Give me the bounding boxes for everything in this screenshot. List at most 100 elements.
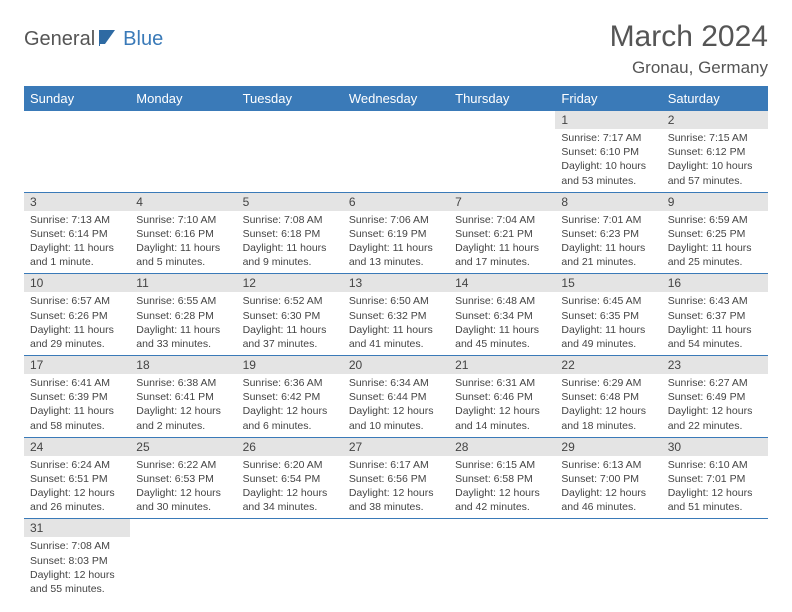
day-number: 24 [24, 438, 130, 456]
sunrise-text: Sunrise: 7:08 AM [243, 213, 337, 227]
month-title: March 2024 [610, 20, 768, 54]
calendar-cell: 1Sunrise: 7:17 AMSunset: 6:10 PMDaylight… [555, 111, 661, 192]
sunset-text: Sunset: 6:48 PM [561, 390, 655, 404]
day-number: 17 [24, 356, 130, 374]
header: General Blue March 2024 Gronau, Germany [24, 20, 768, 78]
weekday-header: Sunday [24, 86, 130, 111]
title-block: March 2024 Gronau, Germany [610, 20, 768, 78]
weekday-header: Tuesday [237, 86, 343, 111]
daylight-text: Daylight: 12 hours and 46 minutes. [561, 486, 655, 514]
daylight-text: Daylight: 11 hours and 45 minutes. [455, 323, 549, 351]
sunrise-text: Sunrise: 7:01 AM [561, 213, 655, 227]
sunset-text: Sunset: 6:18 PM [243, 227, 337, 241]
sunrise-text: Sunrise: 6:41 AM [30, 376, 124, 390]
sunset-text: Sunset: 6:32 PM [349, 309, 443, 323]
sunset-text: Sunset: 6:19 PM [349, 227, 443, 241]
sunset-text: Sunset: 6:53 PM [136, 472, 230, 486]
calendar-cell [343, 111, 449, 192]
daylight-text: Daylight: 12 hours and 55 minutes. [30, 568, 124, 596]
sunset-text: Sunset: 6:51 PM [30, 472, 124, 486]
day-details: Sunrise: 7:06 AMSunset: 6:19 PMDaylight:… [343, 211, 449, 274]
sunrise-text: Sunrise: 7:15 AM [668, 131, 762, 145]
weekday-header: Wednesday [343, 86, 449, 111]
day-number: 26 [237, 438, 343, 456]
day-number: 21 [449, 356, 555, 374]
sunrise-text: Sunrise: 6:59 AM [668, 213, 762, 227]
day-details: Sunrise: 6:13 AMSunset: 7:00 PMDaylight:… [555, 456, 661, 519]
day-details: Sunrise: 6:52 AMSunset: 6:30 PMDaylight:… [237, 292, 343, 355]
sunrise-text: Sunrise: 7:10 AM [136, 213, 230, 227]
calendar-cell: 26Sunrise: 6:20 AMSunset: 6:54 PMDayligh… [237, 437, 343, 519]
sunset-text: Sunset: 6:28 PM [136, 309, 230, 323]
sunset-text: Sunset: 6:35 PM [561, 309, 655, 323]
sunrise-text: Sunrise: 6:22 AM [136, 458, 230, 472]
day-number: 3 [24, 193, 130, 211]
sunrise-text: Sunrise: 6:13 AM [561, 458, 655, 472]
logo-text-blue: Blue [123, 28, 163, 51]
location: Gronau, Germany [610, 58, 768, 78]
day-details: Sunrise: 7:01 AMSunset: 6:23 PMDaylight:… [555, 211, 661, 274]
sunrise-text: Sunrise: 7:06 AM [349, 213, 443, 227]
calendar-cell: 6Sunrise: 7:06 AMSunset: 6:19 PMDaylight… [343, 192, 449, 274]
calendar-cell: 16Sunrise: 6:43 AMSunset: 6:37 PMDayligh… [662, 274, 768, 356]
sunset-text: Sunset: 8:03 PM [30, 554, 124, 568]
day-number: 29 [555, 438, 661, 456]
day-number: 1 [555, 111, 661, 129]
sunrise-text: Sunrise: 6:15 AM [455, 458, 549, 472]
daylight-text: Daylight: 12 hours and 51 minutes. [668, 486, 762, 514]
sunrise-text: Sunrise: 7:08 AM [30, 539, 124, 553]
daylight-text: Daylight: 12 hours and 30 minutes. [136, 486, 230, 514]
weekday-header: Friday [555, 86, 661, 111]
calendar-cell: 24Sunrise: 6:24 AMSunset: 6:51 PMDayligh… [24, 437, 130, 519]
sunset-text: Sunset: 6:39 PM [30, 390, 124, 404]
day-details: Sunrise: 6:27 AMSunset: 6:49 PMDaylight:… [662, 374, 768, 437]
day-number: 28 [449, 438, 555, 456]
sunset-text: Sunset: 6:49 PM [668, 390, 762, 404]
calendar-cell [662, 519, 768, 600]
day-details: Sunrise: 7:08 AMSunset: 6:18 PMDaylight:… [237, 211, 343, 274]
sunrise-text: Sunrise: 6:48 AM [455, 294, 549, 308]
calendar-cell: 28Sunrise: 6:15 AMSunset: 6:58 PMDayligh… [449, 437, 555, 519]
daylight-text: Daylight: 11 hours and 25 minutes. [668, 241, 762, 269]
day-details: Sunrise: 6:31 AMSunset: 6:46 PMDaylight:… [449, 374, 555, 437]
day-details: Sunrise: 6:59 AMSunset: 6:25 PMDaylight:… [662, 211, 768, 274]
day-details: Sunrise: 6:10 AMSunset: 7:01 PMDaylight:… [662, 456, 768, 519]
calendar-cell: 12Sunrise: 6:52 AMSunset: 6:30 PMDayligh… [237, 274, 343, 356]
sunrise-text: Sunrise: 6:10 AM [668, 458, 762, 472]
calendar-cell: 17Sunrise: 6:41 AMSunset: 6:39 PMDayligh… [24, 356, 130, 438]
day-number: 4 [130, 193, 236, 211]
calendar-cell: 8Sunrise: 7:01 AMSunset: 6:23 PMDaylight… [555, 192, 661, 274]
calendar-cell: 11Sunrise: 6:55 AMSunset: 6:28 PMDayligh… [130, 274, 236, 356]
day-details: Sunrise: 7:17 AMSunset: 6:10 PMDaylight:… [555, 129, 661, 192]
sunset-text: Sunset: 6:34 PM [455, 309, 549, 323]
calendar-cell: 3Sunrise: 7:13 AMSunset: 6:14 PMDaylight… [24, 192, 130, 274]
day-number: 31 [24, 519, 130, 537]
weekday-header: Thursday [449, 86, 555, 111]
calendar-cell: 10Sunrise: 6:57 AMSunset: 6:26 PMDayligh… [24, 274, 130, 356]
day-number: 8 [555, 193, 661, 211]
sunset-text: Sunset: 6:25 PM [668, 227, 762, 241]
sunset-text: Sunset: 6:16 PM [136, 227, 230, 241]
sunset-text: Sunset: 6:44 PM [349, 390, 443, 404]
sunrise-text: Sunrise: 6:34 AM [349, 376, 443, 390]
sunset-text: Sunset: 6:23 PM [561, 227, 655, 241]
calendar-week-row: 31 Sunrise: 7:08 AMSunset: 8:03 PMDayligh… [24, 519, 768, 600]
day-details: Sunrise: 6:22 AMSunset: 6:53 PMDaylight:… [130, 456, 236, 519]
day-number: 10 [24, 274, 130, 292]
day-number: 5 [237, 193, 343, 211]
day-details: Sunrise: 6:20 AMSunset: 6:54 PMDaylight:… [237, 456, 343, 519]
calendar-cell: 31 Sunrise: 7:08 AMSunset: 8:03 PMDayligh… [24, 519, 130, 600]
sunrise-text: Sunrise: 6:52 AM [243, 294, 337, 308]
daylight-text: Daylight: 11 hours and 37 minutes. [243, 323, 337, 351]
daylight-text: Daylight: 12 hours and 26 minutes. [30, 486, 124, 514]
day-details: Sunrise: 7:13 AMSunset: 6:14 PMDaylight:… [24, 211, 130, 274]
daylight-text: Daylight: 11 hours and 9 minutes. [243, 241, 337, 269]
sunrise-text: Sunrise: 6:36 AM [243, 376, 337, 390]
day-number: 27 [343, 438, 449, 456]
logo-text-general: General [24, 28, 95, 51]
calendar-cell [555, 519, 661, 600]
sunset-text: Sunset: 6:10 PM [561, 145, 655, 159]
daylight-text: Daylight: 11 hours and 21 minutes. [561, 241, 655, 269]
daylight-text: Daylight: 12 hours and 34 minutes. [243, 486, 337, 514]
daylight-text: Daylight: 12 hours and 6 minutes. [243, 404, 337, 432]
